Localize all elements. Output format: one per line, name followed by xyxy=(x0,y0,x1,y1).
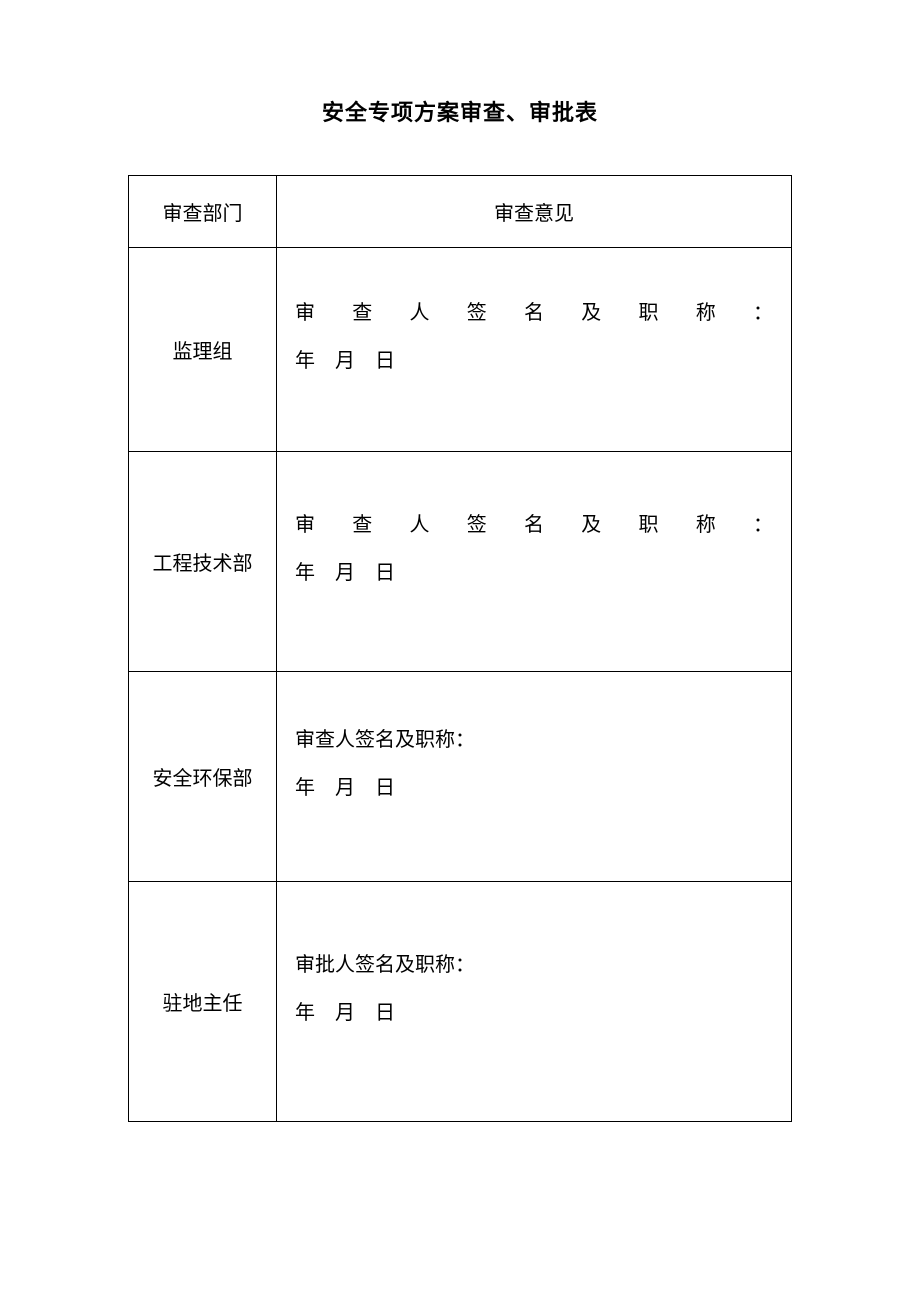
date-month: 月 xyxy=(335,350,355,372)
date-year: 年 xyxy=(295,1002,315,1024)
date-year: 年 xyxy=(295,777,315,799)
date-month: 月 xyxy=(335,1002,355,1024)
date-year: 年 xyxy=(295,350,315,372)
dept-cell-engineering: 工程技术部 xyxy=(129,452,277,672)
signature-label: 审查人签名及职称： xyxy=(295,501,773,549)
date-day: 日 xyxy=(375,350,395,372)
date-month: 月 xyxy=(335,777,355,799)
date-day: 日 xyxy=(375,562,395,584)
opinion-cell-director: 审批人签名及职称： 年月日 xyxy=(277,882,792,1122)
date-day: 日 xyxy=(375,1002,395,1024)
signature-label: 审批人签名及职称： xyxy=(295,941,773,989)
date-line: 年月日 xyxy=(295,562,395,584)
opinion-cell-engineering: 审查人签名及职称： 年月日 xyxy=(277,452,792,672)
header-opinion-label: 审查意见 xyxy=(277,176,792,248)
date-day: 日 xyxy=(375,777,395,799)
date-month: 月 xyxy=(335,562,355,584)
document-page: 安全专项方案审查、审批表 审查部门 审查意见 监理组 审查人签名及职称： 年月日… xyxy=(0,0,920,1122)
dept-cell-supervision: 监理组 xyxy=(129,248,277,452)
dept-cell-director: 驻地主任 xyxy=(129,882,277,1122)
signature-label: 审查人签名及职称： xyxy=(295,716,773,764)
approval-table: 审查部门 审查意见 监理组 审查人签名及职称： 年月日 工程技术部 审查人签名及… xyxy=(128,175,792,1122)
opinion-cell-safety: 审查人签名及职称： 年月日 xyxy=(277,672,792,882)
table-row: 安全环保部 审查人签名及职称： 年月日 xyxy=(129,672,792,882)
table-row: 工程技术部 审查人签名及职称： 年月日 xyxy=(129,452,792,672)
date-line: 年月日 xyxy=(295,1002,395,1024)
date-line: 年月日 xyxy=(295,350,395,372)
table-row: 监理组 审查人签名及职称： 年月日 xyxy=(129,248,792,452)
page-title: 安全专项方案审查、审批表 xyxy=(128,95,792,127)
table-row: 驻地主任 审批人签名及职称： 年月日 xyxy=(129,882,792,1122)
table-header-row: 审查部门 审查意见 xyxy=(129,176,792,248)
date-year: 年 xyxy=(295,562,315,584)
signature-label: 审查人签名及职称： xyxy=(295,289,773,337)
opinion-cell-supervision: 审查人签名及职称： 年月日 xyxy=(277,248,792,452)
dept-cell-safety: 安全环保部 xyxy=(129,672,277,882)
header-dept-label: 审查部门 xyxy=(129,176,277,248)
date-line: 年月日 xyxy=(295,777,395,799)
